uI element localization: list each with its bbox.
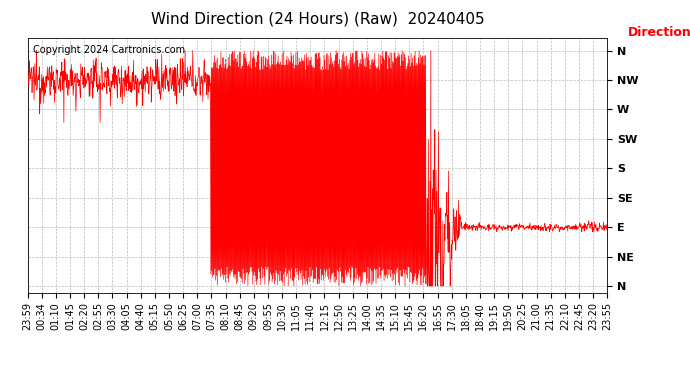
Text: Direction: Direction	[628, 26, 690, 39]
Text: Wind Direction (24 Hours) (Raw)  20240405: Wind Direction (24 Hours) (Raw) 20240405	[150, 11, 484, 26]
Text: Copyright 2024 Cartronics.com: Copyright 2024 Cartronics.com	[33, 45, 186, 55]
